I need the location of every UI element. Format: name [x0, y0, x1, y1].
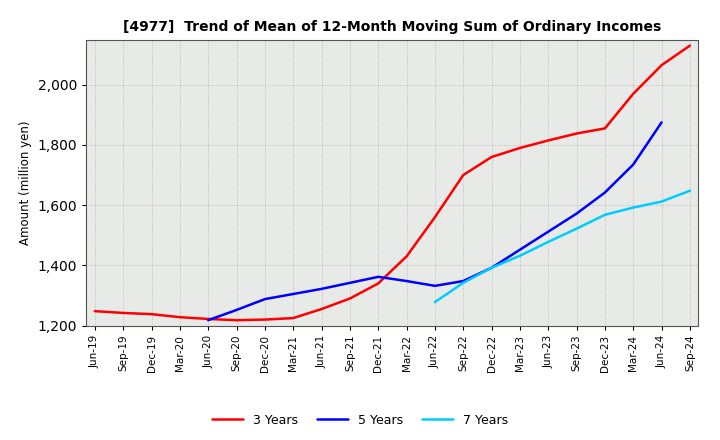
5 Years	[516, 247, 524, 253]
3 Years	[233, 318, 241, 323]
Line: 5 Years: 5 Years	[208, 122, 662, 320]
3 Years	[148, 312, 156, 317]
5 Years	[346, 280, 354, 286]
7 Years	[516, 253, 524, 258]
5 Years	[289, 291, 297, 297]
3 Years	[318, 306, 326, 312]
3 Years	[402, 254, 411, 259]
3 Years	[176, 315, 184, 320]
5 Years	[572, 211, 581, 216]
7 Years	[572, 226, 581, 231]
7 Years	[544, 239, 552, 245]
5 Years	[402, 279, 411, 284]
3 Years	[572, 131, 581, 136]
7 Years	[487, 265, 496, 271]
3 Years	[204, 316, 212, 322]
5 Years	[629, 162, 637, 167]
5 Years	[657, 120, 666, 125]
Legend: 3 Years, 5 Years, 7 Years: 3 Years, 5 Years, 7 Years	[207, 409, 513, 432]
7 Years	[629, 205, 637, 210]
Line: 3 Years: 3 Years	[95, 46, 690, 320]
5 Years	[487, 265, 496, 271]
5 Years	[233, 307, 241, 312]
3 Years	[346, 296, 354, 301]
3 Years	[516, 145, 524, 150]
5 Years	[261, 297, 269, 302]
3 Years	[685, 43, 694, 48]
5 Years	[459, 279, 467, 284]
7 Years	[657, 199, 666, 204]
3 Years	[374, 281, 382, 286]
7 Years	[431, 300, 439, 305]
3 Years	[289, 315, 297, 321]
5 Years	[374, 274, 382, 279]
7 Years	[600, 212, 609, 217]
Title: [4977]  Trend of Mean of 12-Month Moving Sum of Ordinary Incomes: [4977] Trend of Mean of 12-Month Moving …	[123, 20, 662, 34]
5 Years	[544, 229, 552, 235]
3 Years	[657, 62, 666, 68]
5 Years	[204, 318, 212, 323]
7 Years	[459, 280, 467, 286]
3 Years	[431, 215, 439, 220]
3 Years	[544, 138, 552, 143]
Line: 7 Years: 7 Years	[435, 191, 690, 302]
3 Years	[119, 310, 127, 315]
Y-axis label: Amount (million yen): Amount (million yen)	[19, 121, 32, 245]
3 Years	[629, 91, 637, 96]
3 Years	[600, 126, 609, 131]
5 Years	[318, 286, 326, 292]
3 Years	[487, 154, 496, 160]
3 Years	[91, 308, 99, 314]
3 Years	[459, 172, 467, 178]
3 Years	[261, 317, 269, 322]
5 Years	[431, 283, 439, 289]
7 Years	[685, 188, 694, 193]
5 Years	[600, 190, 609, 195]
